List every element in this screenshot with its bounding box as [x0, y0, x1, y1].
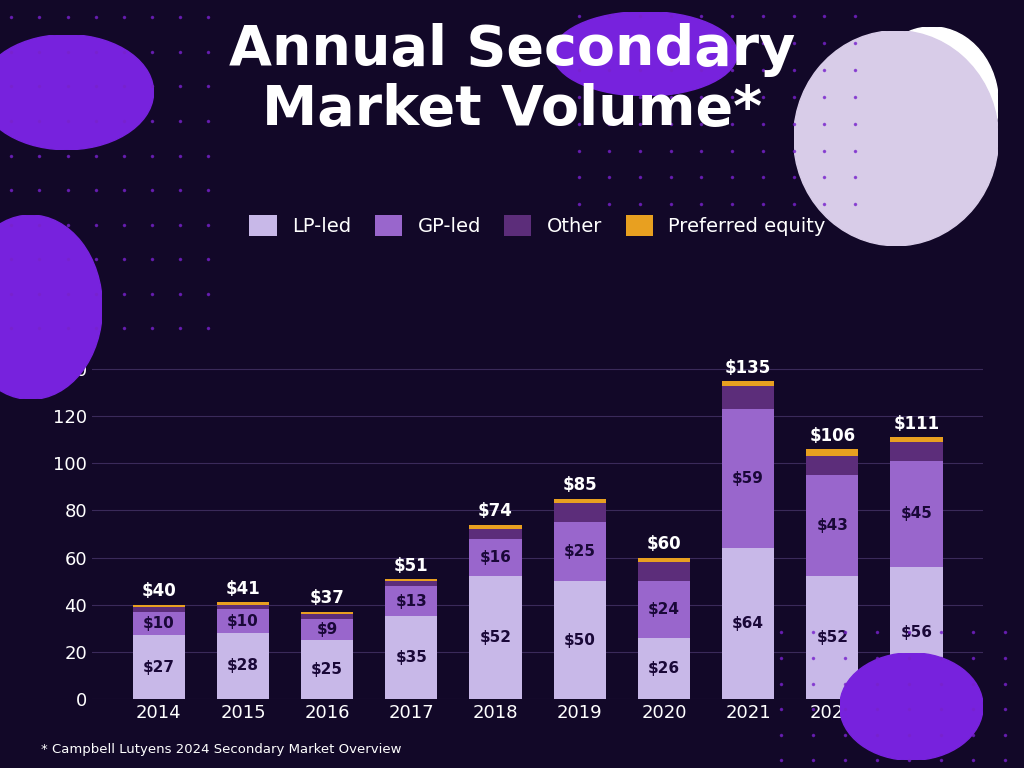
- Text: $43: $43: [816, 518, 848, 533]
- Text: $111: $111: [893, 415, 939, 433]
- Bar: [217, 602, 269, 604]
- Bar: [554, 498, 606, 503]
- Bar: [469, 525, 521, 529]
- Text: $16: $16: [479, 550, 511, 565]
- Text: $135: $135: [725, 359, 771, 376]
- Bar: [385, 586, 437, 617]
- Ellipse shape: [840, 653, 983, 760]
- Text: $56: $56: [900, 625, 933, 641]
- Bar: [301, 619, 353, 640]
- Bar: [133, 635, 185, 699]
- Text: $25: $25: [311, 662, 343, 677]
- Bar: [722, 381, 774, 386]
- Text: $52: $52: [816, 631, 848, 645]
- Text: $37: $37: [309, 590, 344, 607]
- Text: $40: $40: [141, 582, 176, 601]
- Text: $45: $45: [900, 507, 933, 521]
- Bar: [133, 604, 185, 607]
- Text: $27: $27: [142, 660, 175, 674]
- Ellipse shape: [0, 35, 154, 150]
- Text: $60: $60: [646, 535, 681, 553]
- Bar: [638, 558, 690, 562]
- Text: $28: $28: [227, 658, 259, 674]
- Bar: [890, 567, 942, 699]
- Bar: [722, 548, 774, 699]
- Text: $106: $106: [809, 427, 855, 445]
- Bar: [301, 612, 353, 614]
- Bar: [806, 577, 858, 699]
- Bar: [301, 614, 353, 619]
- Text: Annual Secondary
Market Volume*: Annual Secondary Market Volume*: [229, 23, 795, 137]
- Text: $9: $9: [316, 622, 338, 637]
- Text: $74: $74: [478, 502, 513, 521]
- Bar: [301, 640, 353, 699]
- Bar: [554, 503, 606, 522]
- Text: $13: $13: [395, 594, 427, 608]
- Bar: [890, 461, 942, 567]
- Text: $41: $41: [225, 580, 260, 598]
- Ellipse shape: [0, 215, 102, 399]
- Text: * Campbell Lutyens 2024 Secondary Market Overview: * Campbell Lutyens 2024 Secondary Market…: [41, 743, 401, 756]
- Bar: [469, 577, 521, 699]
- Bar: [217, 604, 269, 609]
- Bar: [385, 617, 437, 699]
- Bar: [806, 449, 858, 456]
- Text: $10: $10: [227, 614, 259, 629]
- Bar: [638, 562, 690, 581]
- Bar: [722, 409, 774, 548]
- Bar: [638, 637, 690, 699]
- Bar: [133, 612, 185, 635]
- Bar: [890, 438, 942, 442]
- Bar: [133, 607, 185, 612]
- Text: $85: $85: [562, 476, 597, 495]
- Text: $26: $26: [648, 660, 680, 676]
- Bar: [890, 442, 942, 461]
- Text: $24: $24: [648, 602, 680, 617]
- Ellipse shape: [794, 31, 998, 246]
- Text: $64: $64: [732, 616, 764, 631]
- Bar: [469, 529, 521, 538]
- Bar: [385, 581, 437, 586]
- Bar: [217, 633, 269, 699]
- Text: $59: $59: [732, 472, 764, 486]
- Text: $35: $35: [395, 650, 427, 665]
- Bar: [385, 579, 437, 581]
- Ellipse shape: [865, 27, 998, 180]
- Bar: [554, 581, 606, 699]
- Bar: [806, 475, 858, 577]
- Bar: [217, 609, 269, 633]
- Ellipse shape: [553, 12, 737, 96]
- Bar: [806, 456, 858, 475]
- Bar: [722, 386, 774, 409]
- Text: $25: $25: [563, 545, 596, 559]
- Text: $51: $51: [394, 557, 429, 574]
- Bar: [469, 538, 521, 577]
- Bar: [554, 522, 606, 581]
- Bar: [638, 581, 690, 637]
- Text: $10: $10: [143, 616, 175, 631]
- Legend: LP-led, GP-led, Other, Preferred equity: LP-led, GP-led, Other, Preferred equity: [242, 207, 834, 243]
- Text: $52: $52: [479, 631, 512, 645]
- Text: $50: $50: [564, 633, 596, 647]
